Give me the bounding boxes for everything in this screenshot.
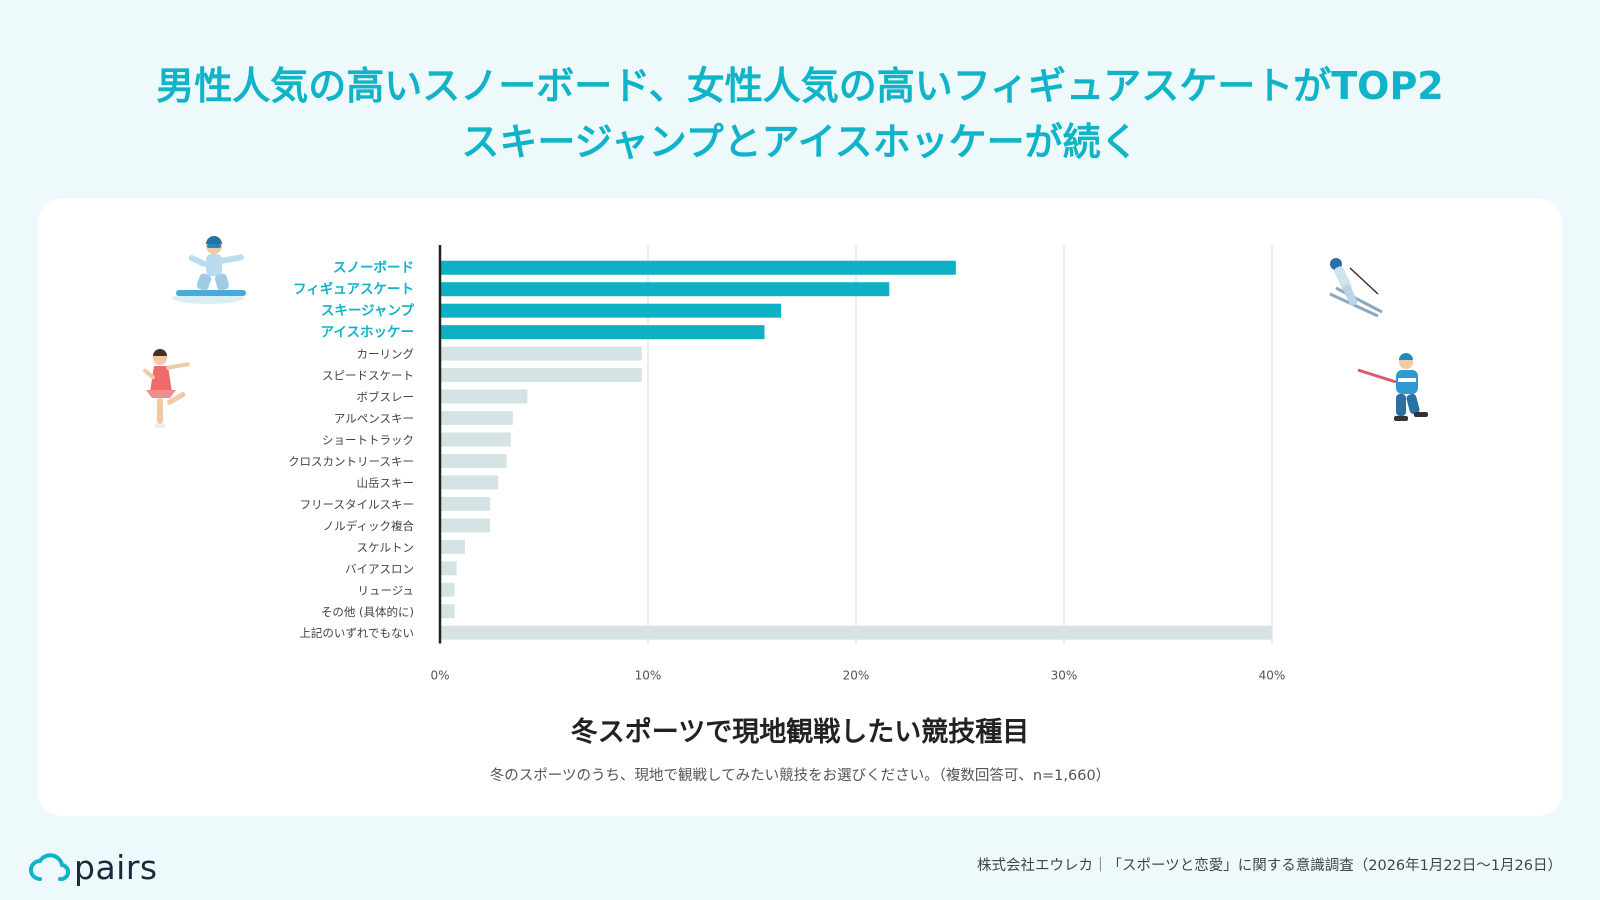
bar [440,389,528,404]
ice-hockey-player-icon [1357,353,1428,421]
category-labels: スノーボードフィギュアスケートスキージャンプアイスホッケーカーリングスピードスケ… [288,260,414,640]
category-label: その他 (具体的に) [321,605,414,619]
footer-source: 株式会社エウレカ｜「スポーツと恋愛」に関する意識調査（2026年1月22日〜1月… [977,858,1562,874]
snowboarder-icon [172,236,246,304]
x-tick-label: 20% [843,668,870,682]
ski-jumper-icon [1329,258,1383,318]
bar [440,453,507,468]
bar [440,582,455,597]
bar [440,496,490,511]
x-tick-label: 10% [635,668,662,682]
headline-line-2: スキージャンプとアイスホッケーが続く [461,120,1139,164]
bar [440,432,511,447]
headline: 男性人気の高いスノーボード、女性人気の高いフィギュアスケートがTOP2 スキージ… [0,58,1600,170]
category-label: アルペンスキー [334,412,414,426]
grid-lines [647,245,1273,644]
logo-text: pairs [74,847,158,887]
category-label: フィギュアスケート [293,282,414,298]
figure-skater-icon [143,349,190,428]
headline-line-1: 男性人気の高いスノーボード、女性人気の高いフィギュアスケートがTOP2 [156,64,1444,108]
bar [440,303,782,318]
bars [440,260,1272,640]
category-label: バイアスロン [345,562,414,576]
bar [440,475,499,490]
bar [440,346,642,361]
bar [440,604,455,619]
bar [440,368,642,383]
x-tick-label: 0% [430,668,449,682]
cloud-logo-icon [29,853,71,882]
bar [440,561,457,576]
category-label: スケルトン [357,540,415,554]
bar-chart: スノーボードフィギュアスケートスキージャンプアイスホッケーカーリングスピードスケ… [288,245,1285,682]
chart-subtitle: 冬のスポーツのうち、現地で観戦してみたい競技をお選びください。（複数回答可、n=… [489,768,1111,784]
pairs-logo: pairs [28,845,158,889]
category-label: ボブスレー [357,390,415,404]
category-label: ショートトラック [322,433,414,447]
category-label: リュージュ [358,583,414,597]
category-label: 山岳スキー [357,476,415,490]
x-tick-label: 40% [1259,668,1286,682]
category-label: フリースタイルスキー [300,497,414,511]
x-tick-label: 30% [1051,668,1078,682]
bar [440,518,490,533]
chart-card: スノーボードフィギュアスケートスキージャンプ アイスホッケーカーリングスピードスケ… [38,198,1562,816]
category-label: ノルディック複合 [323,519,415,533]
category-label: 上記のいずれでもない [299,626,414,640]
category-label: クロスカントリースキー [288,454,414,468]
category-label: アイスホッケー [321,325,414,341]
category-label: カーリング [357,347,415,361]
category-label: スピードスケート [322,369,414,383]
bar [440,411,513,426]
category-label: スキージャンプ [321,303,415,319]
bar [440,539,465,554]
chart-title: 冬スポーツで現地観戦したい競技種目 [570,717,1030,748]
category-label: スノーボード [333,260,414,276]
bar [440,625,1272,640]
bar [440,325,765,340]
bar [440,282,890,297]
x-tick-labels: 0% 10% 20% 30% 40% [430,668,1285,682]
bar [440,260,956,275]
